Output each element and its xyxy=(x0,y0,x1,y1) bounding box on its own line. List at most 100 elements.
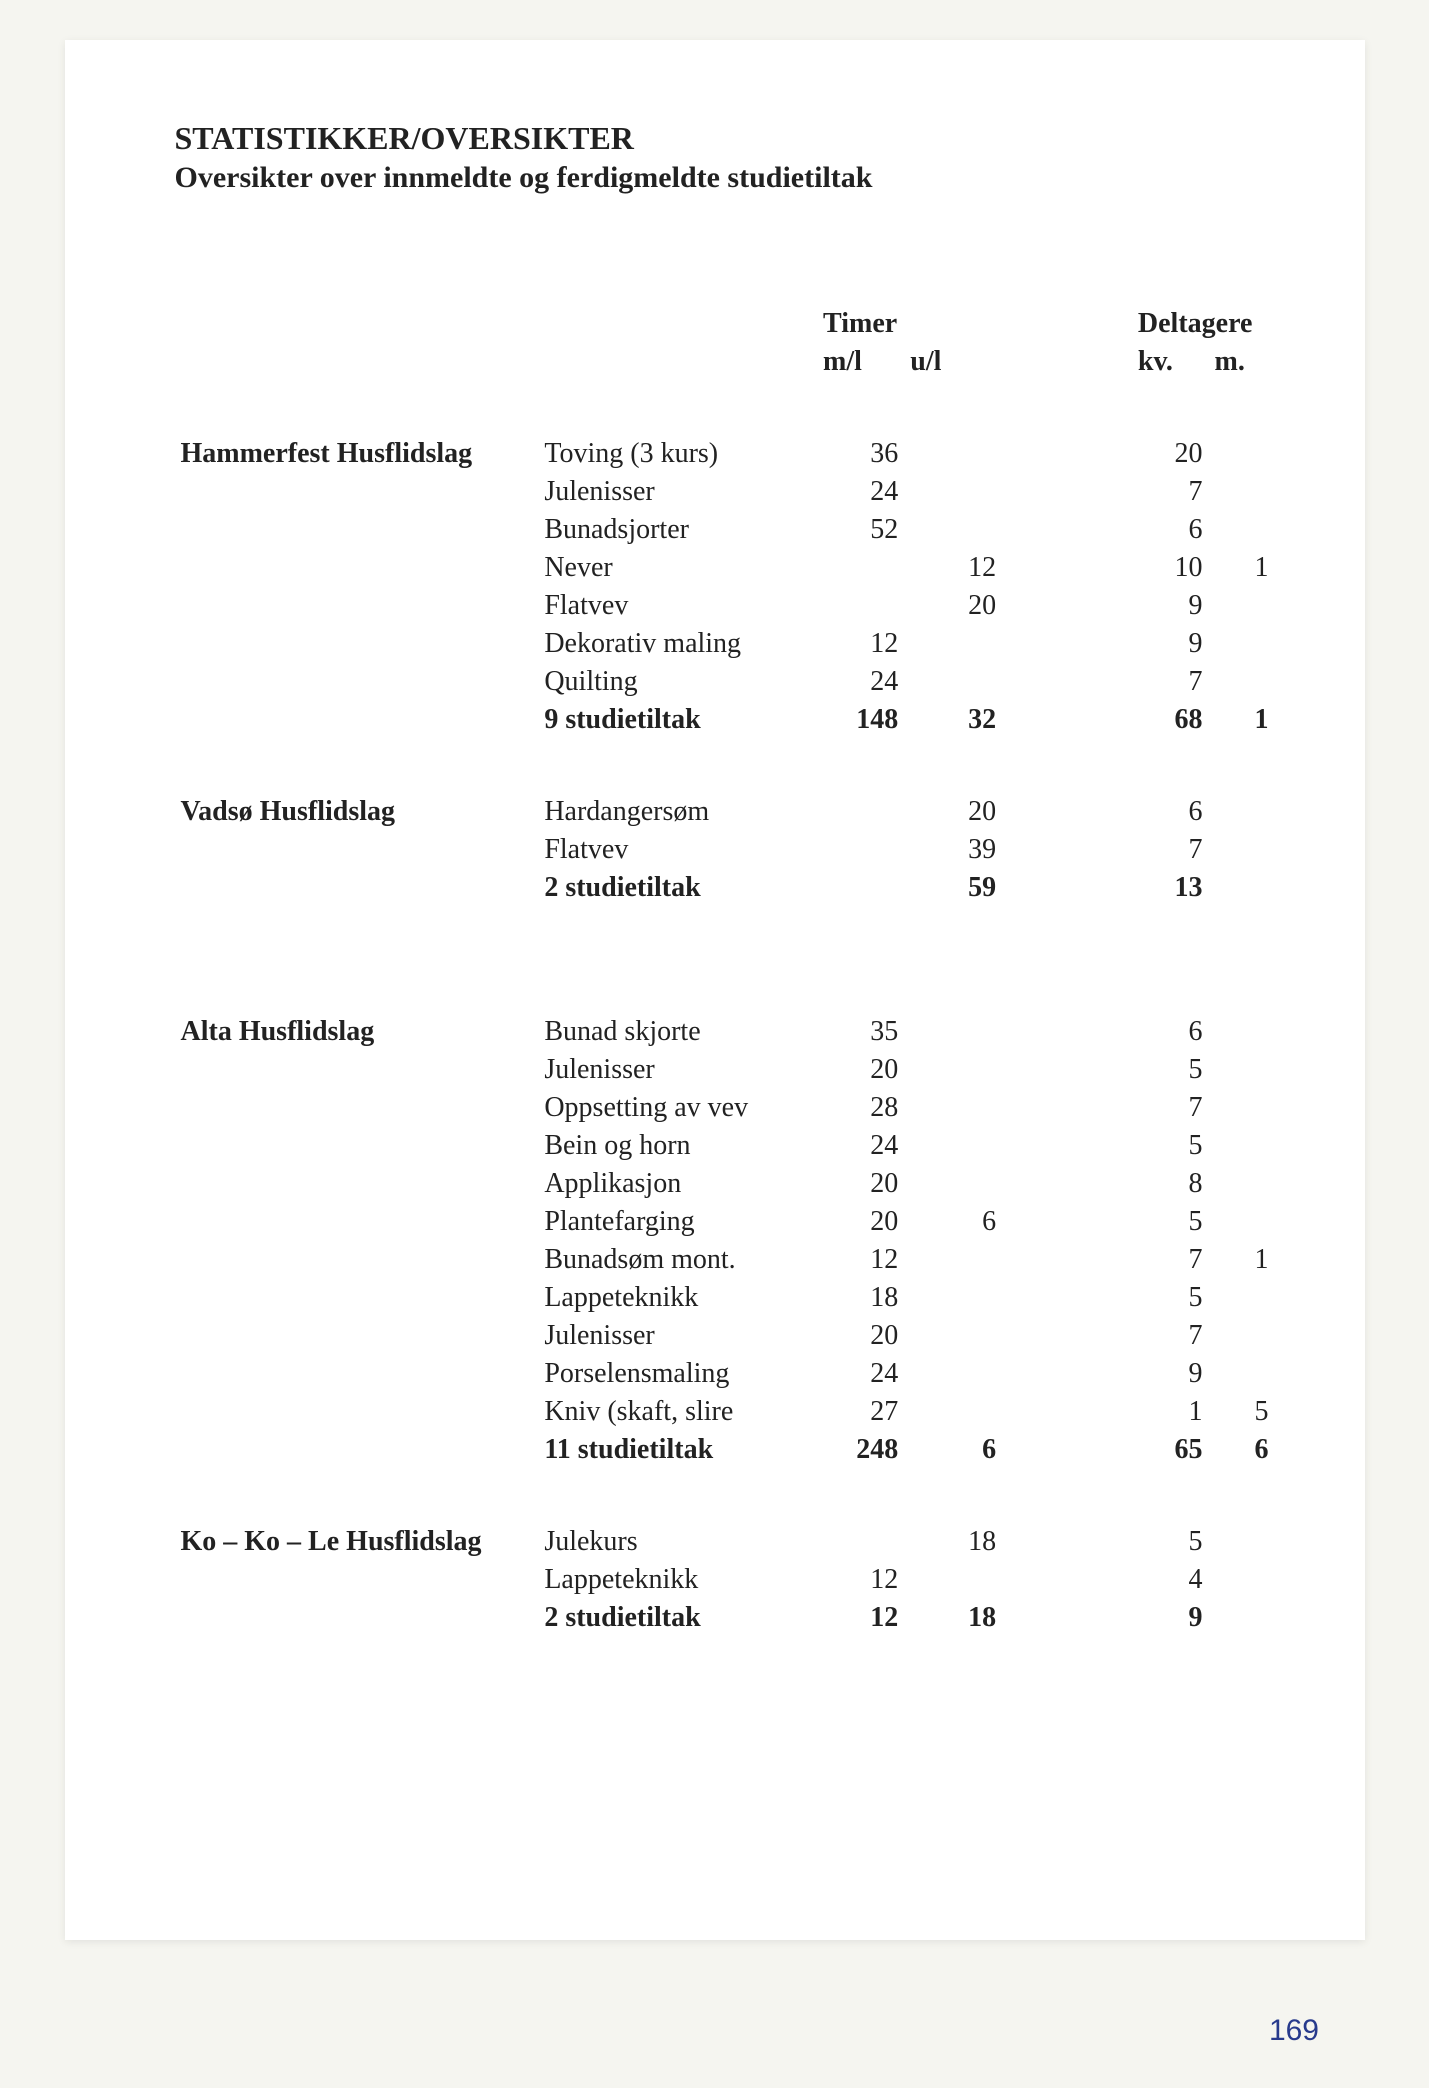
group-name xyxy=(175,1393,539,1431)
value-ml: 20 xyxy=(817,1051,904,1089)
spacer xyxy=(175,1637,1275,1691)
table-row: Alta HusflidslagBunad skjorte356 xyxy=(175,1013,1275,1051)
value-m xyxy=(1209,1127,1275,1165)
value-kv: 5 xyxy=(1132,1051,1209,1089)
table-row: Never12101 xyxy=(175,549,1275,587)
value-ml: 24 xyxy=(817,473,904,511)
value-kv: 7 xyxy=(1132,473,1209,511)
course-name: Bunad skjorte xyxy=(538,1013,817,1051)
value-ml: 24 xyxy=(817,1355,904,1393)
group-name xyxy=(175,1241,539,1279)
table-row: Lappeteknikk124 xyxy=(175,1561,1275,1599)
group-name xyxy=(175,1317,539,1355)
value-m xyxy=(1209,663,1275,701)
sum-ml: 12 xyxy=(817,1599,904,1637)
group-name xyxy=(175,511,539,549)
value-ml: 27 xyxy=(817,1393,904,1431)
value-kv: 6 xyxy=(1132,793,1209,831)
sum-row: 9 studietiltak14832681 xyxy=(175,701,1275,739)
table-row: Bunadsjorter526 xyxy=(175,511,1275,549)
document-page: STATISTIKKER/OVERSIKTER Oversikter over … xyxy=(65,40,1365,1940)
table-row: Quilting247 xyxy=(175,663,1275,701)
value-ml: 12 xyxy=(817,1241,904,1279)
sum-label: 2 studietiltak xyxy=(538,869,817,907)
group-name xyxy=(175,1355,539,1393)
value-m xyxy=(1209,473,1275,511)
value-m xyxy=(1209,1317,1275,1355)
value-kv: 6 xyxy=(1132,1013,1209,1051)
value-kv: 5 xyxy=(1132,1523,1209,1561)
value-ml: 18 xyxy=(817,1279,904,1317)
table-row: Lappeteknikk185 xyxy=(175,1279,1275,1317)
value-kv: 9 xyxy=(1132,587,1209,625)
value-ul xyxy=(904,1051,1002,1089)
statistics-table: TimerDeltagerem/lu/lkv.m.Hammerfest Husf… xyxy=(175,305,1275,1691)
group-name xyxy=(175,1203,539,1241)
course-name: Kniv (skaft, slire xyxy=(538,1393,817,1431)
value-kv: 4 xyxy=(1132,1561,1209,1599)
table-row: Porselensmaling249 xyxy=(175,1355,1275,1393)
value-ul: 18 xyxy=(904,1523,1002,1561)
value-kv: 20 xyxy=(1132,435,1209,473)
value-ul: 39 xyxy=(904,831,1002,869)
value-ml: 36 xyxy=(817,435,904,473)
table-row: Kniv (skaft, slire2715 xyxy=(175,1393,1275,1431)
sum-ul: 18 xyxy=(904,1599,1002,1637)
table-row: Applikasjon208 xyxy=(175,1165,1275,1203)
header-row-1: TimerDeltagere xyxy=(175,305,1275,343)
value-m xyxy=(1209,831,1275,869)
table-row: Oppsetting av vev287 xyxy=(175,1089,1275,1127)
spacer xyxy=(175,739,1275,793)
header-m: m. xyxy=(1209,343,1275,381)
group-name xyxy=(175,1127,539,1165)
value-ul xyxy=(904,1393,1002,1431)
header-ul: u/l xyxy=(904,343,1002,381)
sum-kv: 9 xyxy=(1132,1599,1209,1637)
value-m xyxy=(1209,1089,1275,1127)
course-name: Bunadsøm mont. xyxy=(538,1241,817,1279)
value-ul: 20 xyxy=(904,793,1002,831)
group-name xyxy=(175,1165,539,1203)
value-m xyxy=(1209,1165,1275,1203)
value-ml: 12 xyxy=(817,625,904,663)
value-kv: 7 xyxy=(1132,1089,1209,1127)
spacer xyxy=(175,381,1275,435)
value-ul xyxy=(904,663,1002,701)
value-ml: 20 xyxy=(817,1317,904,1355)
value-ul xyxy=(904,1241,1002,1279)
value-m: 5 xyxy=(1209,1393,1275,1431)
value-ul xyxy=(904,435,1002,473)
course-name: Flatvev xyxy=(538,587,817,625)
value-kv: 9 xyxy=(1132,1355,1209,1393)
value-m xyxy=(1209,1561,1275,1599)
value-ml: 35 xyxy=(817,1013,904,1051)
value-ul xyxy=(904,511,1002,549)
sum-m: 1 xyxy=(1209,701,1275,739)
course-name: Julenisser xyxy=(538,473,817,511)
value-m xyxy=(1209,1013,1275,1051)
group-name xyxy=(175,587,539,625)
value-m: 1 xyxy=(1209,1241,1275,1279)
group-name xyxy=(175,663,539,701)
course-name: Applikasjon xyxy=(538,1165,817,1203)
sum-label: 11 studietiltak xyxy=(538,1431,817,1469)
page-title: STATISTIKKER/OVERSIKTER xyxy=(175,120,1275,157)
value-ml: 24 xyxy=(817,1127,904,1165)
course-name: Lappeteknikk xyxy=(538,1561,817,1599)
header-row-2: m/lu/lkv.m. xyxy=(175,343,1275,381)
table-row: Ko – Ko – Le HusflidslagJulekurs185 xyxy=(175,1523,1275,1561)
value-ul: 12 xyxy=(904,549,1002,587)
group-name xyxy=(175,549,539,587)
group-name: Ko – Ko – Le Husflidslag xyxy=(175,1523,539,1561)
value-ul xyxy=(904,1165,1002,1203)
sum-ul: 59 xyxy=(904,869,1002,907)
table-row: Julenisser207 xyxy=(175,1317,1275,1355)
value-m xyxy=(1209,1203,1275,1241)
sum-row: 2 studietiltak5913 xyxy=(175,869,1275,907)
sum-row: 11 studietiltak2486656 xyxy=(175,1431,1275,1469)
value-ul xyxy=(904,1317,1002,1355)
value-ml: 28 xyxy=(817,1089,904,1127)
header-ml: m/l xyxy=(817,343,904,381)
table-row: Julenisser205 xyxy=(175,1051,1275,1089)
sum-ml: 148 xyxy=(817,701,904,739)
